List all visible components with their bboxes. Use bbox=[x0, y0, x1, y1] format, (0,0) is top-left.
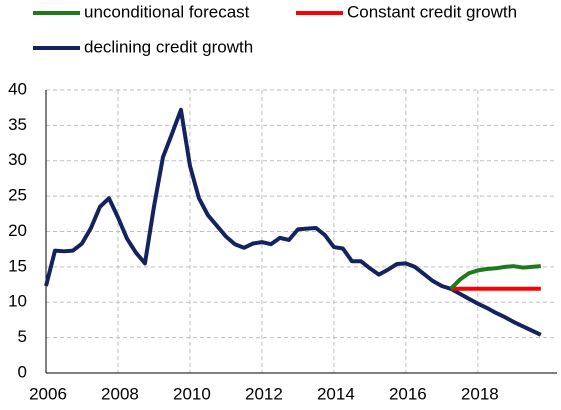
y-tick-label: 0 bbox=[18, 362, 27, 381]
line bbox=[44, 107, 542, 337]
x-tick-label: 2010 bbox=[173, 384, 211, 403]
x-tick-label: 2014 bbox=[317, 384, 355, 403]
y-tick-label: 15 bbox=[8, 256, 27, 275]
line bbox=[449, 264, 541, 291]
y-tick-label: 25 bbox=[8, 186, 27, 205]
y-tick-label: 20 bbox=[8, 221, 27, 240]
y-tick-label: 30 bbox=[8, 150, 27, 169]
y-tick-label: 40 bbox=[8, 79, 27, 98]
legend-label: unconditional forecast bbox=[84, 2, 250, 21]
x-tick-label: 2006 bbox=[29, 384, 67, 403]
legend-label: declining credit growth bbox=[84, 37, 253, 56]
x-tick-label: 2018 bbox=[461, 384, 499, 403]
y-tick-label: 5 bbox=[18, 327, 27, 346]
y-tick-label: 35 bbox=[8, 115, 27, 134]
y-tick-label: 10 bbox=[8, 292, 27, 311]
legend-label: Constant credit growth bbox=[347, 2, 517, 21]
x-tick-label: 2008 bbox=[101, 384, 139, 403]
x-tick-label: 2016 bbox=[389, 384, 427, 403]
x-tick-label: 2012 bbox=[245, 384, 283, 403]
